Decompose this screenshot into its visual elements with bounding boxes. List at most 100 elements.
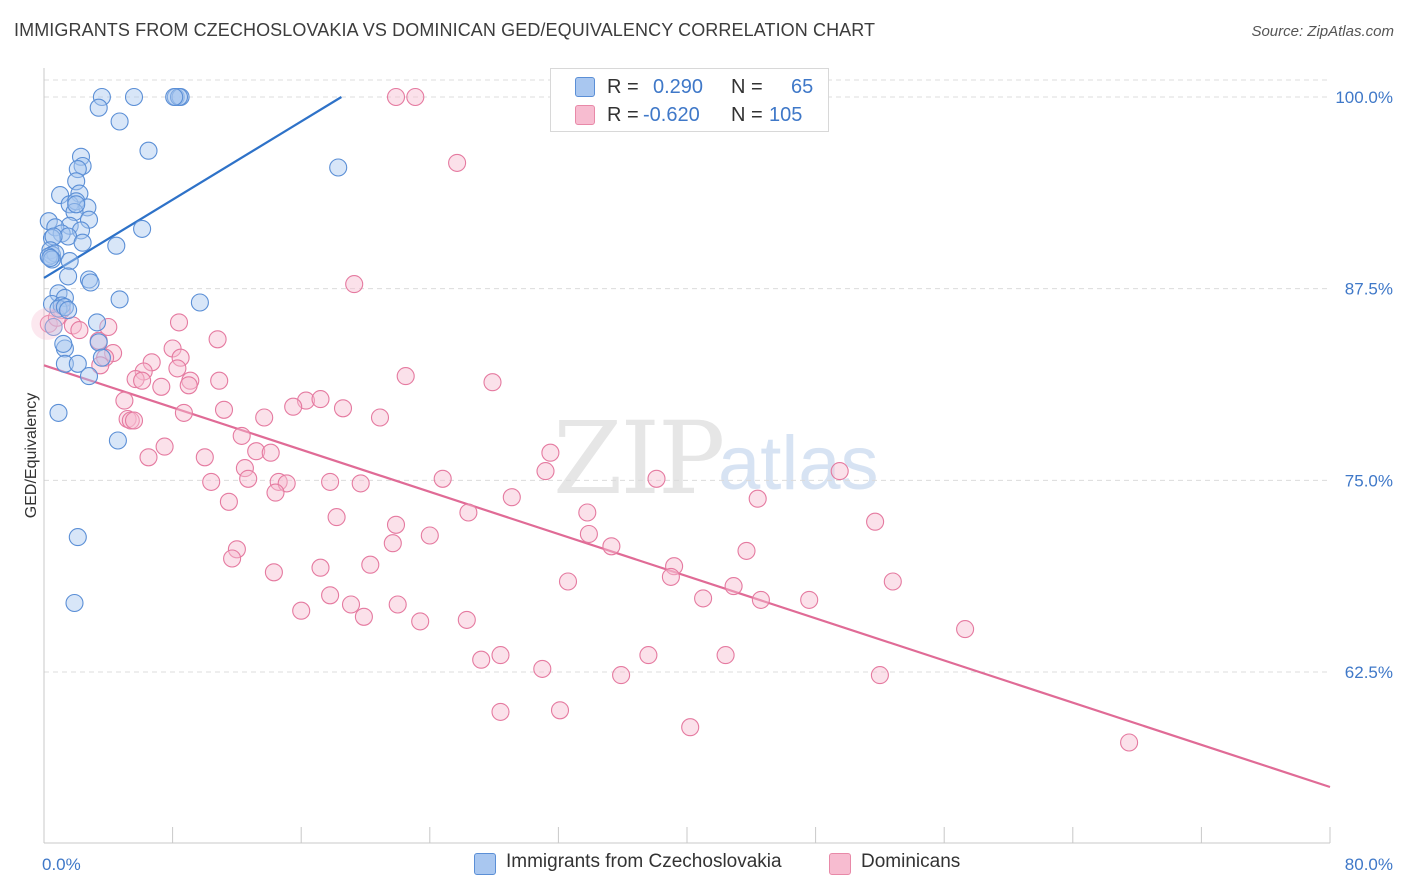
data-point (44, 317, 63, 337)
data-point (195, 448, 214, 467)
data-point (483, 373, 502, 392)
cluster-point (31, 307, 64, 340)
y-tick-label: 87.5% (1345, 280, 1393, 299)
data-point (73, 233, 92, 252)
y-tick-label: 100.0% (1335, 88, 1393, 107)
data-point (202, 472, 221, 491)
data-point (108, 431, 127, 450)
trend-lines (43, 96, 1331, 789)
data-point (866, 512, 885, 531)
data-point (87, 313, 107, 332)
legend-r-value: 0.290 (653, 76, 704, 98)
legend-n-label: N = (731, 104, 763, 126)
correlation-legend: R = 0.290 N = 65 R = -0.620 N = 105 (550, 68, 829, 132)
data-point (190, 293, 209, 312)
data-point (223, 549, 242, 568)
data-point (533, 659, 552, 678)
legend-r-label: R = (607, 104, 639, 126)
data-point (383, 534, 402, 553)
data-point (602, 537, 621, 556)
data-point (370, 408, 390, 427)
data-point (724, 577, 743, 596)
legend-n-value: 105 (769, 104, 803, 126)
data-point (139, 141, 158, 160)
data-point (550, 701, 570, 720)
data-point (647, 469, 666, 488)
data-point (329, 158, 348, 177)
y-axis-title: GED/Equivalency (23, 393, 40, 518)
data-point (49, 403, 68, 422)
data-point (79, 367, 99, 386)
data-point (79, 270, 99, 289)
data-point (388, 595, 407, 614)
data-point (110, 290, 129, 309)
legend-row-dominicans: R = -0.620 N = 105 (551, 101, 828, 129)
data-point (716, 646, 735, 665)
data-point (396, 367, 415, 386)
chart-title: IMMIGRANTS FROM CZECHOSLOVAKIA VS DOMINI… (14, 20, 876, 40)
trend-line-czechoslovakia (43, 96, 342, 279)
data-point (341, 595, 361, 614)
legend-swatch-dominicans (575, 105, 595, 125)
x-tick-label: 0.0% (42, 855, 81, 874)
data-point (956, 620, 975, 639)
data-point (49, 299, 68, 318)
data-point (55, 354, 74, 373)
data-point (51, 186, 70, 205)
series-czechoslovakia (39, 87, 348, 613)
data-point (502, 488, 521, 507)
watermark-atlas: atlas (718, 421, 879, 506)
data-point (65, 202, 84, 222)
data-point (68, 354, 87, 373)
data-point (386, 515, 406, 534)
data-point (70, 321, 89, 340)
data-point (327, 508, 346, 527)
data-point (107, 236, 126, 255)
data-point (54, 334, 73, 353)
data-point (67, 195, 86, 214)
grid-lines (44, 79, 1330, 673)
data-point (448, 153, 467, 172)
data-point (124, 87, 144, 107)
data-point (459, 503, 478, 522)
x-tick-label: 80.0% (1345, 855, 1393, 874)
data-point (139, 448, 158, 467)
data-point (124, 411, 144, 430)
data-point (579, 524, 598, 544)
y-tick-label: 75.0% (1345, 471, 1393, 490)
bottom-legend-swatch-czechoslovakia (474, 853, 496, 875)
data-point (284, 397, 303, 416)
data-point (457, 610, 476, 629)
data-point (536, 462, 555, 481)
data-point (99, 317, 118, 337)
data-point (65, 593, 84, 613)
data-point (578, 503, 597, 522)
data-point (351, 474, 370, 493)
data-point (169, 87, 189, 107)
data-point (81, 273, 100, 292)
data-point (179, 376, 198, 395)
data-point (232, 426, 251, 445)
data-point (171, 348, 190, 367)
data-point (491, 702, 510, 721)
series-dominicans (39, 87, 1139, 752)
data-point (155, 437, 174, 456)
legend-r-label: R = (607, 76, 639, 98)
trend-line-dominicans (43, 364, 1331, 789)
data-point (92, 87, 111, 107)
data-point (208, 330, 227, 349)
data-point (830, 462, 849, 481)
bottom-legend-label: Dominicans (861, 851, 961, 872)
data-point (491, 646, 510, 665)
data-point (168, 359, 187, 378)
data-point (92, 348, 111, 367)
data-point (870, 666, 889, 685)
data-point (89, 98, 108, 117)
data-point (227, 540, 246, 559)
data-point (665, 557, 684, 576)
legend-row-czechoslovakia: R = 0.290 N = 65 (551, 73, 828, 101)
data-point (89, 333, 108, 352)
data-point (639, 646, 658, 665)
data-point (420, 526, 439, 545)
data-point (361, 555, 380, 574)
